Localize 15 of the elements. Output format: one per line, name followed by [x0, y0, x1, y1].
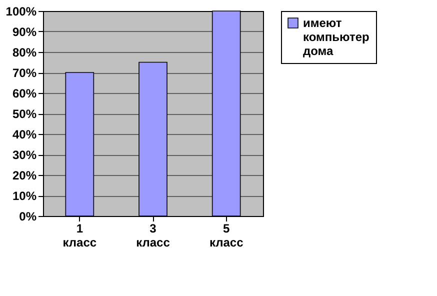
- y-tick-label: 60%: [12, 86, 37, 100]
- x-tick-label: 1 класс: [62, 222, 97, 250]
- legend-label: имеют компьютер дома: [303, 16, 370, 58]
- y-tick-label: 50%: [12, 107, 37, 121]
- y-tick-label: 0%: [19, 210, 37, 224]
- y-tick-label: 70%: [12, 66, 37, 80]
- x-tick-label: 5 класс: [209, 222, 244, 250]
- y-tick-label: 90%: [12, 25, 37, 39]
- y-tick-label: 20%: [12, 168, 37, 182]
- y-tick-label: 100%: [6, 4, 37, 18]
- y-tick-label: 40%: [12, 128, 37, 142]
- y-tick-label: 10%: [12, 189, 37, 203]
- x-tick-label: 3 класс: [136, 222, 170, 250]
- y-tick-label: 30%: [12, 148, 37, 162]
- y-tick-label: 80%: [12, 46, 37, 60]
